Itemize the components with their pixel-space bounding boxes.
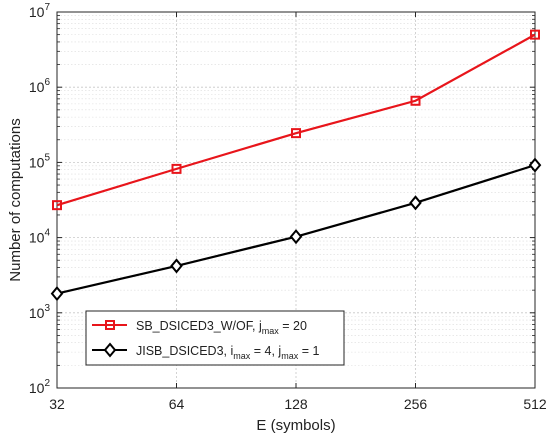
x-tick-label: 256 bbox=[404, 396, 428, 412]
data-point-square bbox=[530, 29, 540, 40]
axis-ticks: 102 103 104 105 106 107 32 64 128 256 512 bbox=[29, 2, 547, 412]
data-point-diamond bbox=[528, 157, 542, 173]
legend-box bbox=[85, 310, 345, 366]
data-point-square bbox=[171, 163, 182, 174]
y-tick-label: 105 bbox=[29, 152, 51, 170]
series-line-1 bbox=[56, 33, 536, 207]
legend: SB_DSICED3_W/OF, jmax = 20 JISB_DSICED3,… bbox=[85, 310, 345, 366]
x-tick-label: 64 bbox=[169, 396, 185, 412]
x-tick-label: 32 bbox=[49, 396, 65, 412]
legend-label-jisb: JISB_DSICED3, imax = 4, jmax = 1 bbox=[136, 344, 319, 361]
y-tick-label: 103 bbox=[29, 303, 51, 321]
data-point-diamond bbox=[409, 195, 422, 211]
y-tick-label: 106 bbox=[29, 77, 51, 95]
y-tick-label: 107 bbox=[29, 2, 51, 20]
data-point-square bbox=[52, 200, 62, 211]
y-axis-label: Number of computations bbox=[7, 118, 24, 281]
data-point-diamond bbox=[289, 229, 303, 245]
legend-label-sb: SB_DSICED3_W/OF, jmax = 20 bbox=[136, 319, 307, 336]
x-tick-label: 128 bbox=[284, 396, 308, 412]
data-point-diamond bbox=[50, 286, 64, 302]
legend-marker-square bbox=[105, 320, 115, 330]
data-point-square bbox=[410, 95, 421, 106]
y-tick-label: 102 bbox=[29, 378, 51, 396]
x-tick-label: 512 bbox=[523, 396, 547, 412]
data-point-square bbox=[291, 128, 301, 139]
x-axis-label: E (symbols) bbox=[256, 417, 335, 434]
data-point-diamond bbox=[170, 258, 183, 274]
series-group bbox=[50, 29, 542, 302]
y-tick-label: 104 bbox=[29, 228, 51, 246]
legend-marker-diamond bbox=[103, 342, 117, 358]
